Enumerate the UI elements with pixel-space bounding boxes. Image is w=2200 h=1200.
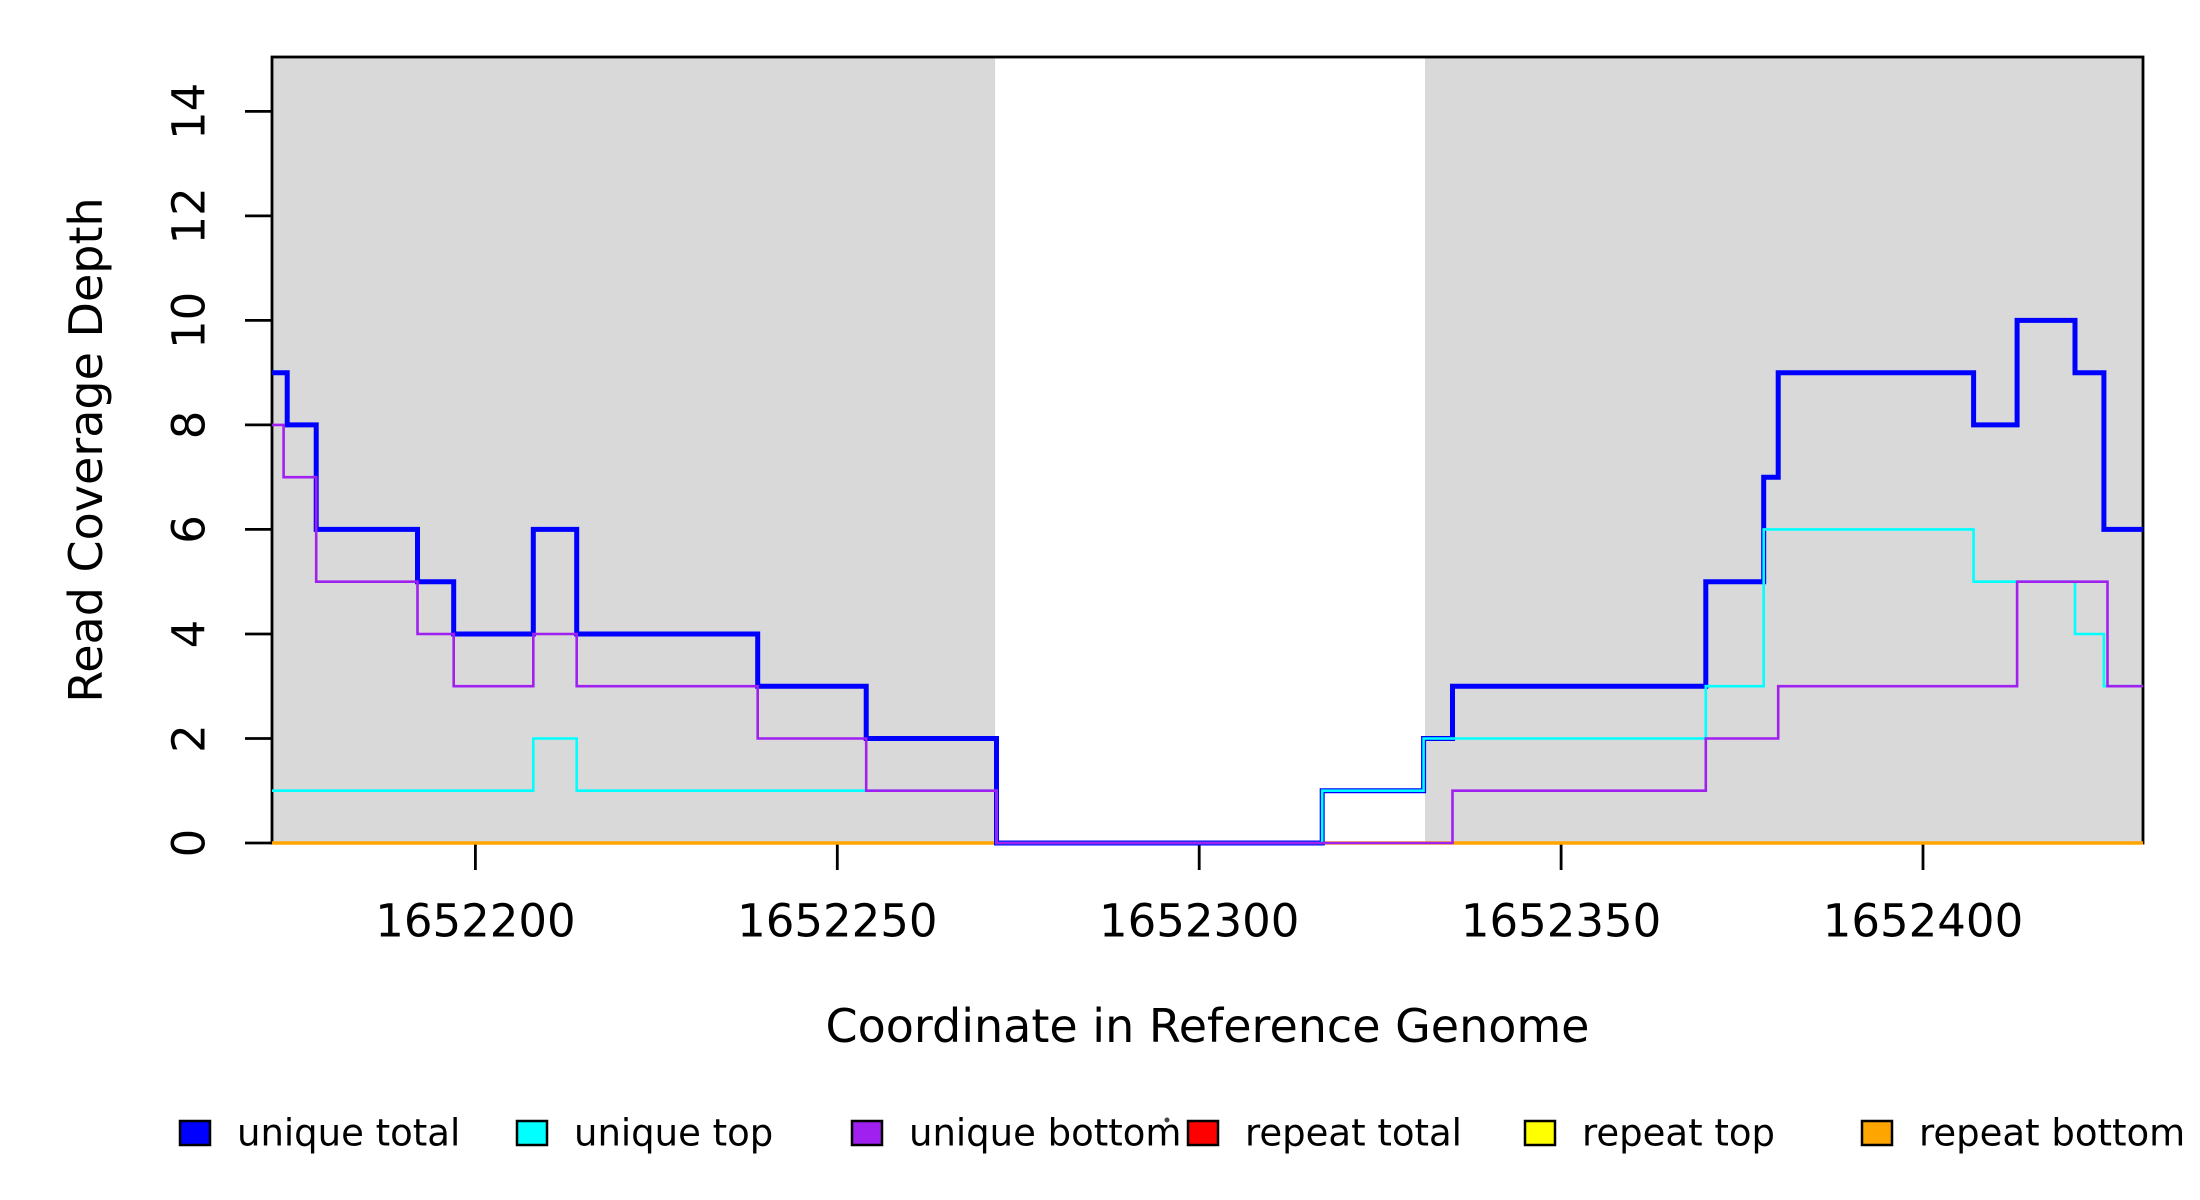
- x-axis-title: Coordinate in Reference Genome: [826, 999, 1590, 1053]
- legend-label: unique total: [237, 1112, 460, 1155]
- shaded-regions: [272, 57, 2143, 843]
- y-tick-label: 6: [163, 515, 216, 544]
- y-axis-title: Read Coverage Depth: [59, 197, 113, 702]
- legend-item-unique-total: unique total: [178, 1112, 460, 1155]
- legend-item-unique-bottom: unique bottom: [850, 1112, 1181, 1155]
- x-tick-label: 1652400: [1823, 895, 2023, 948]
- coverage-shaded-region: [1425, 57, 2143, 843]
- x-tick-label: 1652200: [375, 895, 575, 948]
- y-tick-label: 4: [163, 620, 216, 649]
- y-tick-label: 2: [163, 724, 216, 753]
- legend-item-repeat-total: repeat total: [1186, 1112, 1462, 1155]
- legend-swatch: [1523, 1119, 1557, 1147]
- series-line-unique-top: [272, 528, 2143, 845]
- legend-swatch: [1860, 1119, 1894, 1147]
- legend-swatch: [1186, 1119, 1220, 1147]
- legend-item-unique-top: unique top: [515, 1112, 773, 1155]
- y-tick-label: 8: [163, 411, 216, 440]
- x-tick-label: 1652250: [737, 895, 937, 948]
- legend-swatch: [178, 1119, 212, 1147]
- legend: unique total unique top unique bottom repea…: [178, 1112, 2185, 1155]
- legend-label: repeat total: [1245, 1112, 1462, 1155]
- legend-item-repeat-bottom: repeat bottom: [1860, 1112, 2185, 1155]
- axis-ticks: 1652200 1652250 1652300 1652350 1652400 0 2 4 6 8…: [163, 83, 2024, 948]
- legend-label: repeat bottom: [1919, 1112, 2185, 1155]
- speck-artifact: [1164, 1117, 1170, 1123]
- legend-swatch: [850, 1119, 884, 1147]
- legend-label: repeat top: [1582, 1112, 1775, 1155]
- legend-swatch: [515, 1119, 549, 1147]
- legend-item-repeat-top: repeat top: [1523, 1112, 1775, 1155]
- coverage-shaded-region: [272, 57, 996, 843]
- x-tick-label: 1652300: [1099, 895, 1299, 948]
- x-tick-label: 1652350: [1461, 895, 1661, 948]
- y-tick-label: 14: [163, 83, 216, 140]
- y-tick-label: 10: [163, 292, 216, 349]
- y-tick-label: 0: [163, 829, 216, 858]
- series-line-unique-bottom: [272, 423, 2143, 845]
- legend-label: unique top: [574, 1112, 773, 1155]
- legend-label: unique bottom: [909, 1112, 1181, 1155]
- y-tick-label: 12: [163, 187, 216, 244]
- series-lines: [272, 317, 2143, 846]
